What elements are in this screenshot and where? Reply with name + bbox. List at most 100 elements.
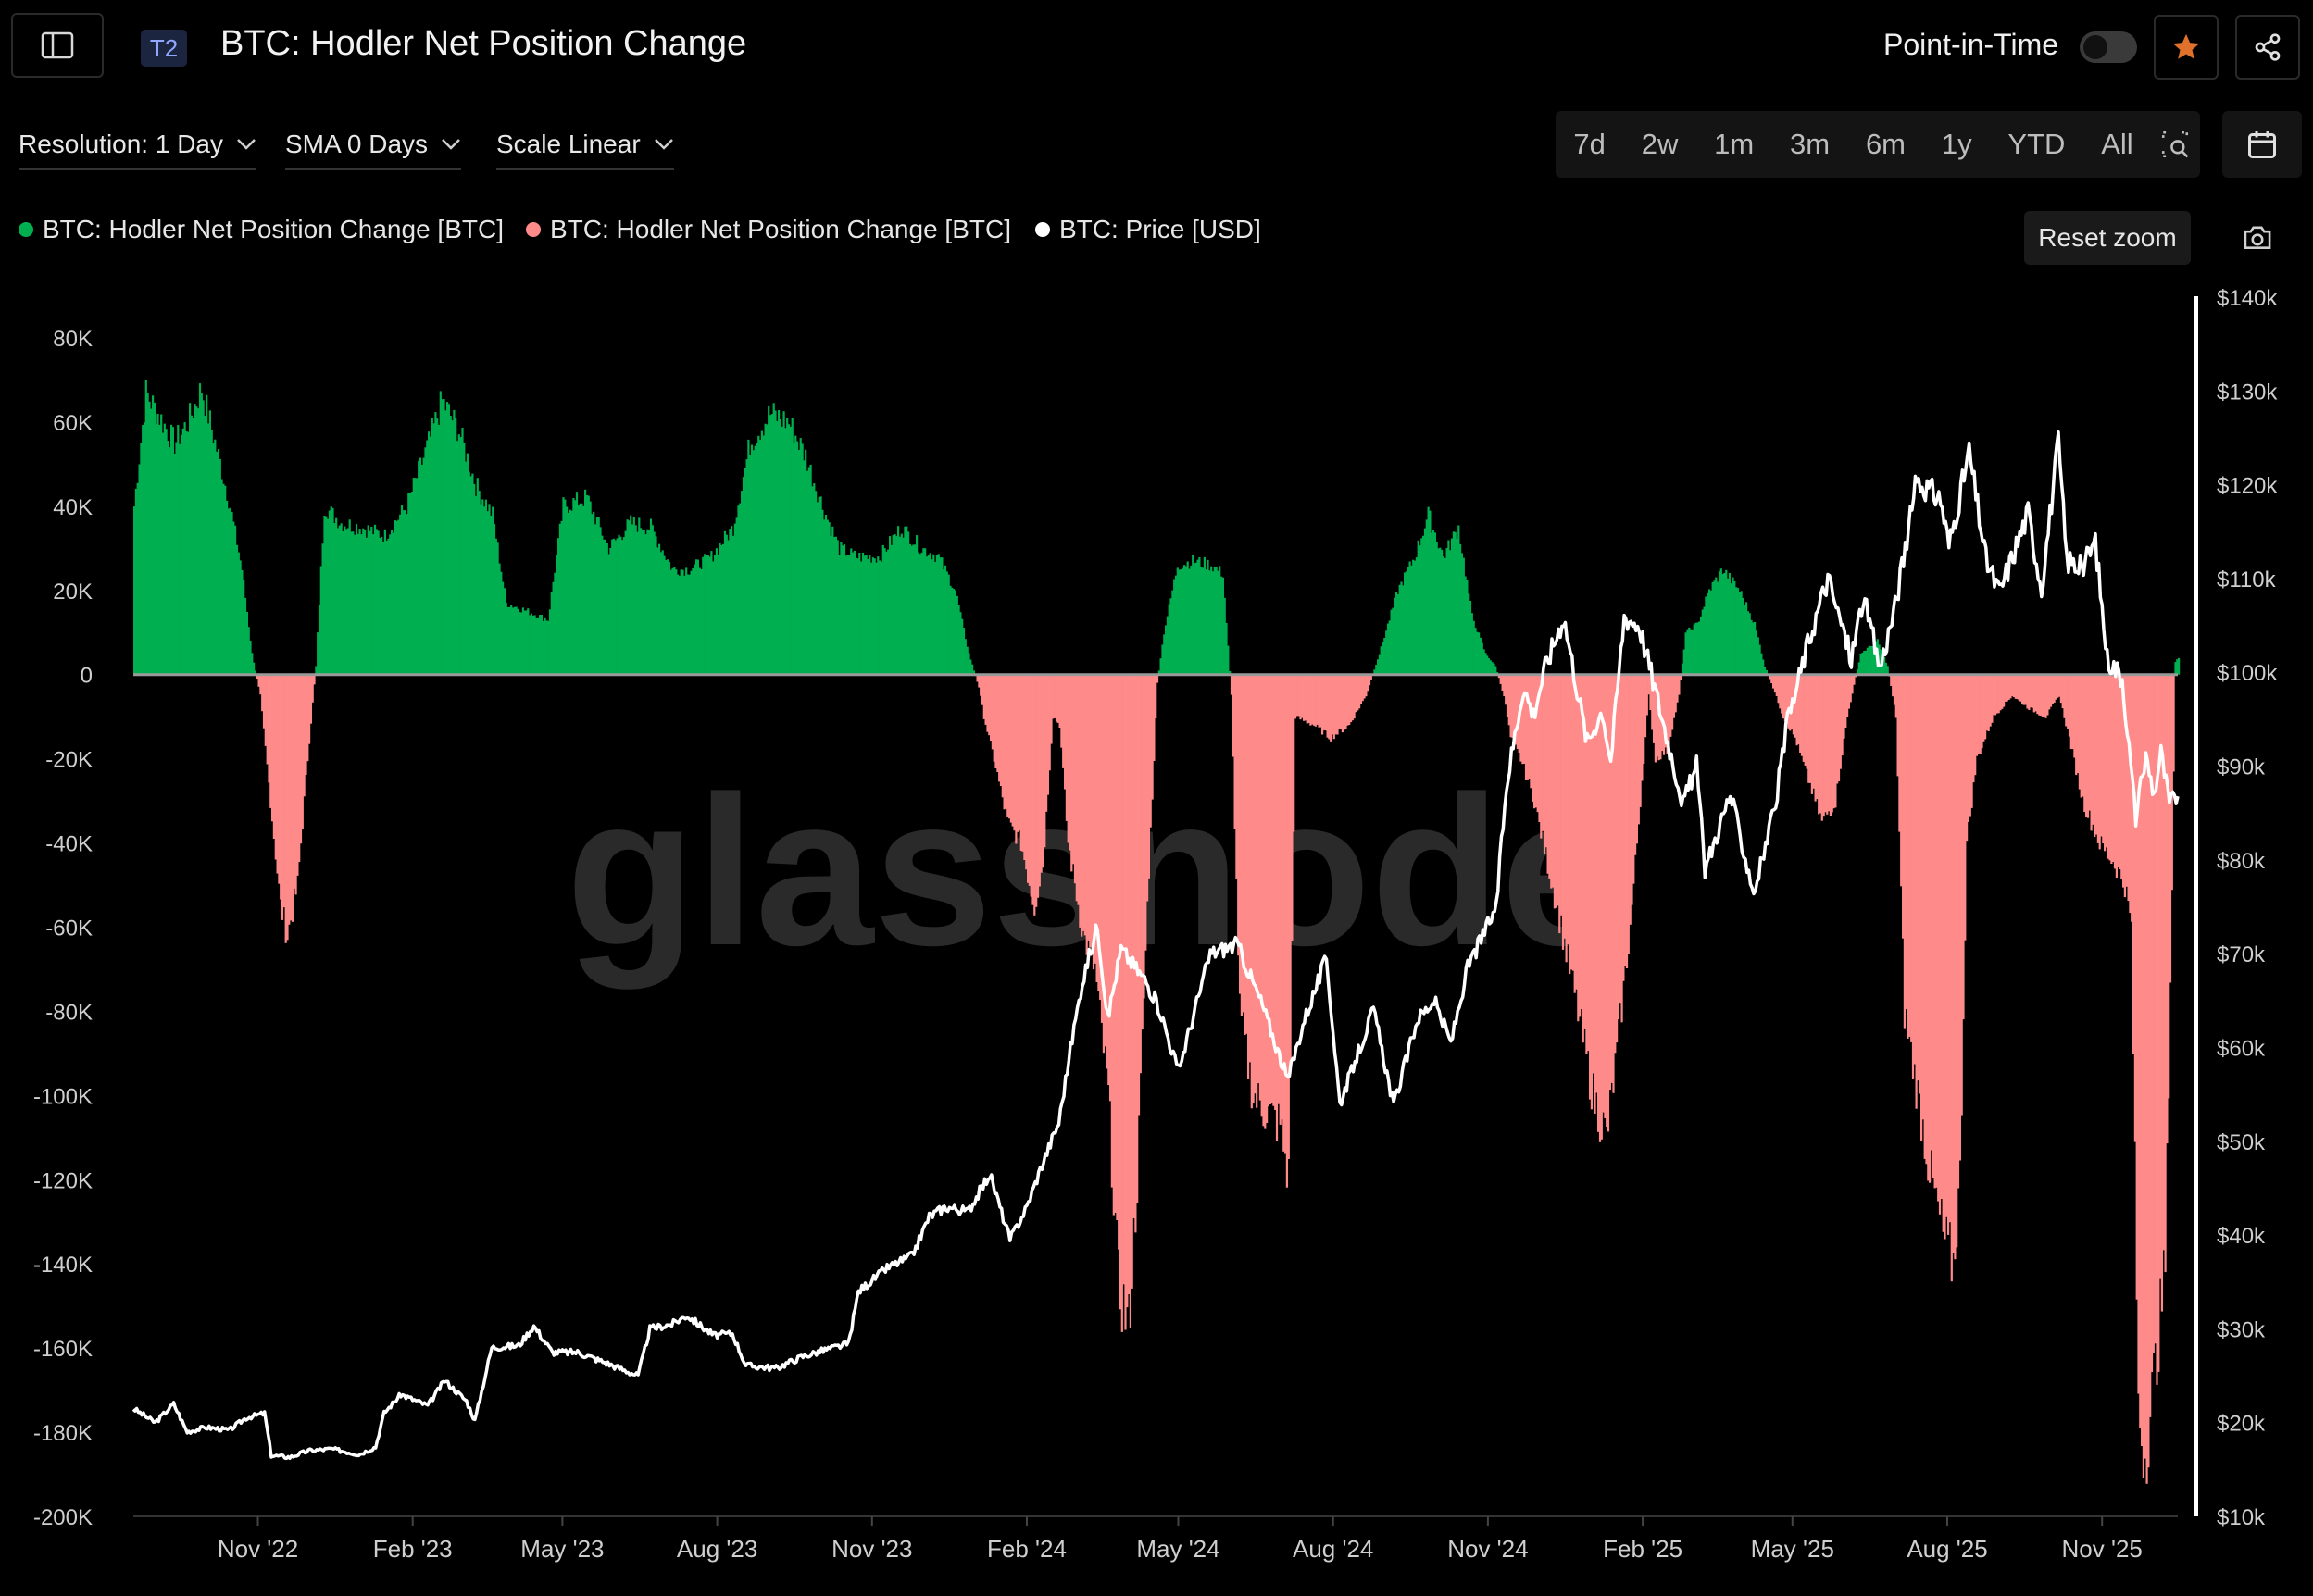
positive-bar xyxy=(836,540,839,675)
favorite-button[interactable] xyxy=(2154,15,2219,80)
positive-bar xyxy=(816,502,819,675)
positive-bar xyxy=(577,505,580,675)
price-line xyxy=(131,430,2180,1461)
negative-bar xyxy=(1045,674,1048,812)
negative-bar xyxy=(1267,674,1269,1107)
positive-bar xyxy=(686,574,690,675)
negative-bar xyxy=(1001,674,1004,798)
zoom-select-icon[interactable] xyxy=(2159,129,2191,160)
positive-bar xyxy=(611,539,614,675)
negative-bar xyxy=(1587,674,1590,1052)
positive-bar xyxy=(330,506,332,675)
positive-bar xyxy=(677,574,680,675)
range-all[interactable]: All xyxy=(2101,128,2133,160)
range-ytd[interactable]: YTD xyxy=(2007,128,2066,160)
range-1y[interactable]: 1y xyxy=(1941,128,1972,160)
positive-bar xyxy=(1469,601,1472,675)
positive-bar xyxy=(929,553,931,675)
positive-bar xyxy=(1460,553,1463,675)
positive-bar xyxy=(1408,561,1411,675)
negative-bar xyxy=(980,674,982,696)
legend-item-price[interactable]: BTC: Price [USD] xyxy=(1035,215,1261,244)
positive-bar xyxy=(616,538,619,675)
negative-bar xyxy=(2132,674,2135,1054)
positive-bar xyxy=(1383,638,1386,675)
positive-bar xyxy=(1464,576,1467,675)
negative-bar xyxy=(2019,674,2022,702)
x-axis: Nov '22 Feb '23 May '23 Aug '23 Nov '23 Feb '… xyxy=(218,1516,2143,1563)
negative-bar xyxy=(1011,674,1014,827)
range-1m[interactable]: 1m xyxy=(1714,128,1755,160)
range-7d[interactable]: 7d xyxy=(1573,128,1606,160)
scale-select[interactable]: Scale Linear xyxy=(496,130,674,170)
positive-bar xyxy=(968,653,970,675)
resolution-select[interactable]: Resolution: 1 Day xyxy=(19,130,257,170)
negative-bar xyxy=(1629,674,1632,925)
positive-bar xyxy=(1684,632,1687,675)
reset-zoom-button[interactable]: Reset zoom xyxy=(2024,211,2191,265)
point-in-time-toggle[interactable] xyxy=(2080,31,2137,63)
negative-bar xyxy=(1358,674,1361,709)
share-button[interactable] xyxy=(2235,15,2300,80)
positive-bar xyxy=(969,659,972,675)
positive-bar xyxy=(723,530,727,675)
negative-bar xyxy=(2003,674,2006,707)
positive-bar xyxy=(1225,622,1228,675)
negative-bar xyxy=(2055,674,2057,700)
negative-bar xyxy=(2131,674,2133,922)
negative-bar xyxy=(2147,674,2150,1468)
positive-bar xyxy=(1861,653,1864,675)
legend-item-negative[interactable]: BTC: Hodler Net Position Change [BTC] xyxy=(526,215,1011,244)
negative-bar xyxy=(1509,674,1512,738)
negative-bar xyxy=(1552,674,1555,888)
positive-bar xyxy=(630,515,632,675)
chevron-down-icon xyxy=(442,139,460,150)
positive-bar xyxy=(658,543,661,675)
positive-bar xyxy=(360,534,363,675)
negative-bar xyxy=(1930,674,1933,1151)
legend-item-positive[interactable]: BTC: Hodler Net Position Change [BTC] xyxy=(19,215,504,244)
positive-bar xyxy=(198,383,202,675)
negative-bar xyxy=(1244,674,1246,1036)
negative-bar xyxy=(1809,674,1812,783)
positive-bar xyxy=(473,483,476,675)
positive-bar xyxy=(819,496,822,675)
positive-bar xyxy=(409,493,412,675)
negative-bar xyxy=(1957,674,1960,1189)
chart-area[interactable]: glassnode 80K60K40K20K0-20K-40K-60K-80K-… xyxy=(0,278,2313,1596)
positive-bar xyxy=(544,617,546,675)
sidebar-toggle-button[interactable] xyxy=(11,13,104,78)
negative-bar xyxy=(1775,674,1778,696)
sma-select[interactable]: SMA 0 Days xyxy=(285,130,462,170)
negative-bar xyxy=(1792,674,1794,735)
positive-bar xyxy=(1699,616,1703,675)
positive-bar xyxy=(1474,628,1477,675)
negative-bar xyxy=(1349,674,1353,723)
positive-bar xyxy=(395,520,398,675)
negative-bar xyxy=(1822,674,1825,817)
negative-bar xyxy=(1853,674,1856,685)
positive-bar xyxy=(235,544,239,675)
negative-bar xyxy=(2150,674,2154,1373)
range-2w[interactable]: 2w xyxy=(1641,128,1679,160)
positive-bar xyxy=(831,526,834,675)
positive-bar xyxy=(1419,545,1421,675)
negative-bar xyxy=(2149,674,2152,1417)
calendar-button[interactable] xyxy=(2222,111,2302,178)
range-3m[interactable]: 3m xyxy=(1790,128,1831,160)
positive-bar xyxy=(1725,569,1728,675)
screenshot-button[interactable] xyxy=(2241,222,2278,256)
negative-bar xyxy=(1260,674,1263,1117)
negative-bar xyxy=(1132,674,1135,1218)
chevron-down-icon xyxy=(654,139,673,150)
negative-bar xyxy=(1307,674,1310,724)
positive-bar xyxy=(1169,598,1172,675)
negative-bar xyxy=(1322,674,1325,730)
range-6m[interactable]: 6m xyxy=(1865,128,1907,160)
negative-bar xyxy=(269,674,272,808)
positive-bar xyxy=(1400,581,1403,675)
positive-bar xyxy=(669,569,672,675)
negative-bar xyxy=(2044,674,2047,718)
negative-bar xyxy=(1804,674,1807,766)
negative-bar xyxy=(2032,674,2035,713)
